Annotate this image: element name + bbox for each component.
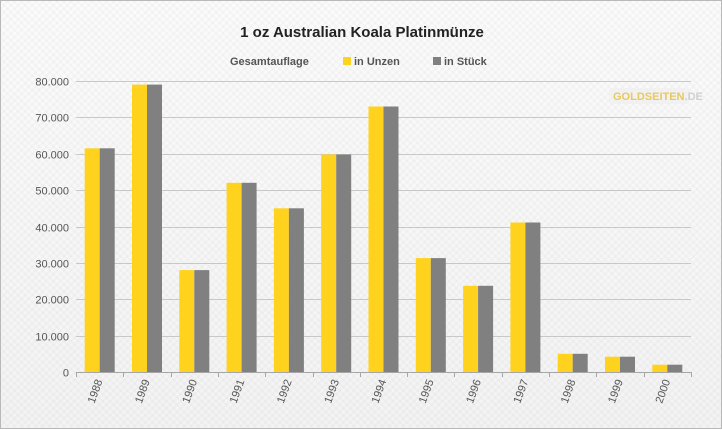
y-tick-label: 40.000 <box>35 223 69 235</box>
goldseiten-logo: GOLDSEITEN.DE <box>609 88 703 104</box>
x-tick-label: 1988 <box>86 378 106 405</box>
bar-in-stueck-1990 <box>194 270 210 372</box>
bar-in-stueck-1991 <box>241 182 257 372</box>
bar-in-stueck-2000 <box>667 364 683 372</box>
y-axis-tick-labels: 0 10.000 20.000 30.000 40.000 50.000 60.000 70.… <box>35 77 69 380</box>
logo-text-main: GOLDSEITEN <box>613 91 685 103</box>
x-tick-label: 1990 <box>180 378 200 405</box>
bar-in-unzen-1991 <box>226 182 242 372</box>
x-tick-label: 1998 <box>559 378 579 405</box>
x-tick-label: 1997 <box>512 378 532 405</box>
bar-in-unzen-1995 <box>415 258 431 372</box>
bar-in-stueck-1995 <box>430 258 446 372</box>
y-tick-label: 60.000 <box>35 150 69 162</box>
y-tick-label: 30.000 <box>35 259 69 271</box>
x-tick-label: 1996 <box>464 378 484 405</box>
y-tick-label: 50.000 <box>35 186 69 198</box>
y-tick-label: 70.000 <box>35 113 69 125</box>
x-tick-label: 1994 <box>370 378 390 405</box>
x-tick-label: 1989 <box>133 378 153 405</box>
bar-in-stueck-1988 <box>99 148 115 372</box>
bars <box>84 84 683 372</box>
bar-in-stueck-1997 <box>525 222 541 372</box>
logo-background <box>609 88 689 104</box>
bar-in-unzen-1990 <box>179 270 195 372</box>
bar-in-stueck-1989 <box>147 84 162 372</box>
x-tick-label: 1993 <box>322 378 342 405</box>
bar-in-unzen-1999 <box>605 356 620 372</box>
x-tick-label: 1995 <box>417 378 437 405</box>
legend-swatch-in-unzen <box>343 57 351 65</box>
logo-text-suffix: .DE <box>685 91 703 103</box>
bar-in-unzen-1993 <box>321 154 337 372</box>
legend-label-in-unzen: in Unzen <box>354 56 400 68</box>
chart-title: 1 oz Australian Koala Platinmünze <box>240 24 484 41</box>
x-axis <box>76 372 692 377</box>
y-tick-label: 20.000 <box>35 295 69 307</box>
bar-in-stueck-1998 <box>572 353 588 372</box>
y-tick-label: 80.000 <box>35 77 69 89</box>
bar-in-unzen-1988 <box>84 148 100 372</box>
x-tick-label: 1999 <box>606 378 626 405</box>
x-tick-label: 1991 <box>228 378 248 405</box>
bar-in-unzen-1989 <box>132 84 147 372</box>
x-tick-label: 2000 <box>654 378 674 405</box>
bar-in-unzen-1992 <box>273 208 289 372</box>
bar-in-unzen-1996 <box>463 285 479 372</box>
bar-in-stueck-1992 <box>288 208 304 372</box>
bar-in-unzen-2000 <box>652 364 668 372</box>
bar-in-stueck-1996 <box>478 285 494 372</box>
y-tick-label: 0 <box>63 368 69 380</box>
bar-in-stueck-1999 <box>620 356 635 372</box>
bar-in-stueck-1994 <box>383 106 399 372</box>
legend: Gesamtauflage in Unzen in Stück <box>230 56 488 68</box>
svg-text:GOLDSEITEN.DE: GOLDSEITEN.DE <box>613 91 703 103</box>
bar-in-stueck-1993 <box>336 154 352 372</box>
bar-in-unzen-1997 <box>510 222 526 372</box>
legend-swatch-in-stueck <box>433 57 441 65</box>
y-tick-label: 10.000 <box>35 332 69 344</box>
legend-label-in-stueck: in Stück <box>444 56 488 68</box>
x-axis-tick-labels: 1988 1989 1990 1991 1992 1993 1994 1995 1996 1997… <box>86 378 673 405</box>
legend-title: Gesamtauflage <box>230 56 309 68</box>
x-tick-label: 1992 <box>275 378 295 405</box>
bar-in-unzen-1994 <box>368 106 384 372</box>
bar-in-unzen-1998 <box>557 353 573 372</box>
